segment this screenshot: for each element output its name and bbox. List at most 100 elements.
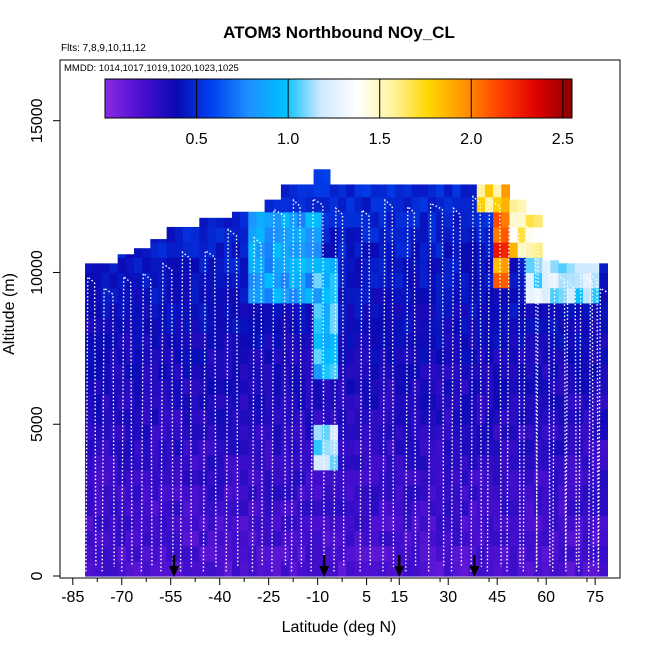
heatmap-cell (476, 439, 486, 456)
heatmap-cell (85, 348, 94, 365)
heatmap-cell (403, 348, 413, 365)
colorbar-segment (133, 79, 137, 118)
heatmap-cell (215, 226, 225, 243)
heatmap-cell (525, 272, 535, 289)
heatmap-cell (582, 363, 592, 380)
heatmap-cell (493, 318, 502, 334)
heatmap-cell (256, 545, 266, 562)
heatmap-cell (411, 500, 421, 516)
heatmap-cell (403, 378, 413, 395)
heatmap-cell (533, 515, 543, 532)
heatmap-cell (395, 545, 404, 562)
heatmap-cell (240, 211, 249, 228)
heatmap-cell (264, 211, 274, 228)
heatmap-cell (574, 393, 584, 410)
heatmap-cell (387, 424, 396, 441)
heatmap-cell (599, 500, 608, 516)
heatmap-cell (264, 333, 274, 349)
heatmap-cell (272, 378, 282, 395)
heatmap-cell (484, 378, 494, 395)
heatmap-cell (199, 409, 209, 425)
colorbar-segment (398, 79, 402, 118)
heatmap-cell (599, 469, 608, 486)
heatmap-cell (460, 378, 470, 395)
colorbar-segment (154, 79, 158, 118)
heatmap-cell (370, 515, 380, 532)
heatmap-cell (207, 469, 217, 486)
heatmap-cell (305, 560, 315, 577)
heatmap-cell (215, 515, 225, 532)
heatmap-cell (533, 257, 543, 274)
heatmap-cell (272, 348, 282, 365)
heatmap-cell (591, 409, 600, 425)
heatmap-cell (93, 409, 102, 425)
heatmap-cell (248, 302, 258, 319)
heatmap-cell (525, 439, 535, 456)
heatmap-cell (142, 545, 151, 562)
heatmap-cell (305, 226, 315, 243)
y-tick-label: 10000 (29, 250, 46, 295)
heatmap-cell (427, 500, 437, 516)
heatmap-cell (525, 363, 535, 380)
heatmap-cell (207, 424, 217, 441)
heatmap-cell (231, 515, 241, 532)
colorbar-segment (338, 79, 342, 118)
heatmap-cell (313, 424, 323, 441)
heatmap-cell (125, 454, 135, 471)
heatmap-cell (117, 254, 127, 258)
heatmap-cell (444, 439, 453, 456)
colorbar-segment (206, 79, 210, 118)
heatmap-cell (85, 515, 94, 532)
heatmap-cell (501, 272, 511, 289)
heatmap-cell (125, 424, 135, 441)
heatmap-cell (591, 515, 600, 532)
heatmap-cell (370, 500, 380, 516)
heatmap-cell (150, 302, 160, 319)
heatmap-cell (272, 363, 282, 380)
heatmap-cell (419, 302, 429, 319)
heatmap-cell (542, 318, 551, 334)
heatmap-cell (158, 469, 168, 486)
heatmap-cell (215, 469, 225, 486)
heatmap-cell (297, 409, 306, 425)
heatmap-cell (591, 469, 600, 486)
heatmap-cell (313, 409, 323, 425)
heatmap-cell (207, 560, 217, 577)
heatmap-cell (542, 500, 551, 516)
heatmap-cell (370, 302, 380, 319)
heatmap-cell (134, 545, 143, 562)
heatmap-cell (484, 272, 494, 289)
heatmap-cell (370, 378, 380, 395)
heatmap-cell (558, 263, 568, 274)
heatmap-cell (411, 469, 421, 486)
flight-profile-trace (251, 236, 263, 572)
heatmap-cell (419, 257, 429, 274)
heatmap-cell (558, 272, 568, 289)
colorbar-segment (193, 79, 197, 118)
heatmap-cell (525, 409, 535, 425)
heatmap-cell (395, 287, 404, 304)
heatmap-cell (599, 348, 608, 365)
heatmap-cell (256, 393, 266, 410)
heatmap-cell (460, 363, 470, 380)
heatmap-cell (354, 196, 364, 213)
heatmap-cell (533, 348, 543, 365)
heatmap-cell (248, 363, 258, 380)
heatmap-cell (174, 272, 184, 289)
heatmap-cell (517, 226, 527, 243)
colorbar-segment (476, 79, 480, 118)
heatmap-cell (542, 272, 551, 289)
heatmap-cell (517, 500, 527, 516)
heatmap-cell (550, 409, 560, 425)
heatmap-cell (109, 545, 119, 562)
heatmap-cell (182, 545, 192, 562)
flight-profiles (85, 195, 613, 572)
heatmap-cell (599, 272, 608, 289)
heatmap-cell (150, 378, 160, 395)
heatmap-cell (591, 424, 600, 441)
heatmap-cell (182, 378, 192, 395)
heatmap-cell (460, 484, 470, 501)
heatmap-cell (166, 272, 176, 289)
heatmap-cell (231, 439, 241, 456)
heatmap-cell (305, 545, 315, 562)
